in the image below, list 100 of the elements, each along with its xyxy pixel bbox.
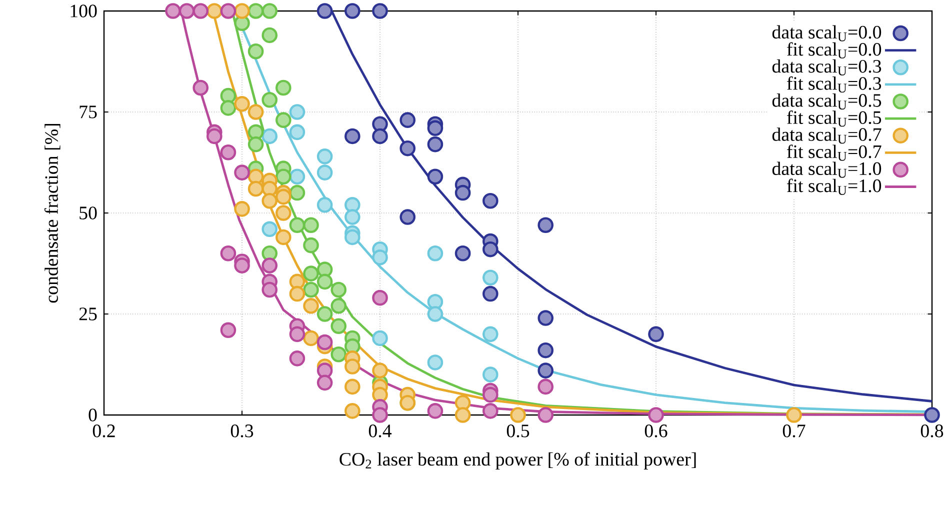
point [454,245,471,262]
point [482,241,498,258]
point [786,407,802,423]
point [372,330,388,346]
legend-label: data scal$_{U}$=1.0 [772,162,882,178]
point [344,358,360,374]
point [344,3,360,19]
point [330,346,347,362]
point [427,403,444,419]
point [427,354,444,370]
x-tick-label: 0.7 [782,424,806,438]
point [303,330,319,346]
point [538,310,554,326]
point [344,403,360,419]
point [372,407,388,423]
point [648,326,664,342]
point [234,3,250,19]
point [482,386,498,403]
point [248,43,264,60]
point [538,217,554,234]
point [372,290,388,306]
point [538,342,554,358]
point [482,270,498,286]
point [400,209,416,225]
point [192,3,209,19]
point [289,326,306,342]
point [427,306,444,322]
point [344,378,360,395]
point [289,184,306,201]
point [234,258,250,274]
point [344,229,360,246]
point [482,366,498,382]
point [330,298,347,314]
point [220,322,236,338]
point [400,140,416,156]
point [303,266,319,282]
legend-label: fit scal$_{U}$=1.0 [787,178,882,195]
point [648,407,664,423]
x-tick-label: 0.6 [644,424,668,438]
point [262,128,278,144]
point [330,282,347,298]
point [289,217,306,234]
point [262,3,278,19]
point [248,136,264,152]
y-tick-label: 25 [79,308,97,320]
point [316,3,333,19]
x-axis-title: CO$_{2}$ laser beam end power [% of initial power] [340,452,696,470]
point [234,164,250,180]
point [289,124,306,140]
point [262,258,278,274]
point [289,104,306,120]
legend-label: fit scal$_{U}$=0.7 [787,144,882,161]
point [289,350,306,366]
point [427,136,444,152]
point [206,128,222,144]
x-tick-label: 0.2 [92,424,115,438]
point [482,326,498,342]
point [372,3,388,19]
point [538,407,554,423]
point [276,229,292,246]
point [427,168,444,185]
point [538,362,554,378]
legend-label: data scal$_{U}$=0.7 [772,128,882,144]
point [303,217,319,234]
point [248,3,264,19]
point [262,192,278,209]
y-tick-label: 50 [80,206,97,220]
point [454,184,471,201]
point [427,120,444,136]
point [316,197,333,213]
point [276,168,292,185]
point [316,148,333,164]
point [372,250,388,266]
point [276,188,292,205]
x-tick-label: 0.5 [506,424,530,438]
point [344,209,360,225]
point [220,144,236,160]
x-tick-label: 0.4 [368,424,392,438]
point [316,374,333,391]
legend-label: fit scal$_{U}$=0.0 [787,42,882,58]
point [372,128,388,144]
point [178,3,195,19]
y-tick-label: 75 [80,106,97,118]
point [276,80,292,96]
point [316,334,333,350]
point [303,282,319,298]
point [262,282,278,298]
point [262,92,278,108]
point [316,274,333,290]
point [276,112,292,128]
point [303,298,319,314]
point [192,80,209,96]
point [220,245,236,262]
legend-label: data scal$_{U}$=0.5 [772,94,882,110]
point [276,205,292,221]
point [262,27,278,44]
point [262,221,278,238]
point [330,318,347,334]
point [206,3,222,19]
point [427,245,444,262]
